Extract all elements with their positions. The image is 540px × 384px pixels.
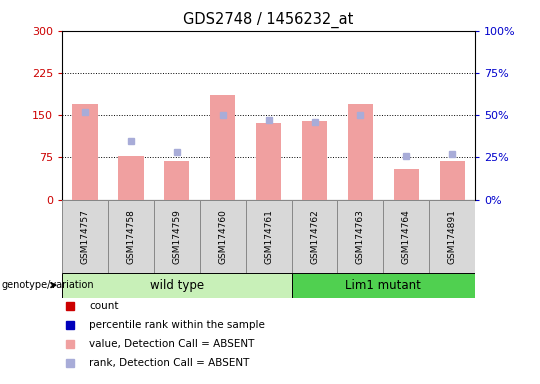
Bar	[338, 200, 383, 273]
Text: GSM174758: GSM174758	[126, 209, 136, 263]
Text: count: count	[89, 301, 118, 311]
Bar	[383, 200, 429, 273]
Bar	[348, 104, 373, 200]
Text: GSM174891: GSM174891	[448, 209, 457, 263]
Bar	[72, 104, 98, 200]
Text: GSM174759: GSM174759	[172, 209, 181, 263]
Bar	[394, 169, 419, 200]
Bar	[108, 200, 154, 273]
Text: GSM174763: GSM174763	[356, 209, 365, 263]
Bar	[440, 161, 465, 200]
Bar	[164, 161, 190, 200]
Bar	[62, 200, 108, 273]
Text: GSM174764: GSM174764	[402, 209, 411, 263]
Text: wild type: wild type	[150, 279, 204, 291]
Text: GSM174762: GSM174762	[310, 209, 319, 263]
Bar	[256, 122, 281, 200]
Text: value, Detection Call = ABSENT: value, Detection Call = ABSENT	[89, 339, 254, 349]
Bar	[302, 121, 327, 200]
Bar	[292, 200, 338, 273]
Text: percentile rank within the sample: percentile rank within the sample	[89, 320, 265, 330]
Bar	[210, 96, 235, 200]
Bar	[154, 200, 200, 273]
Bar	[246, 200, 292, 273]
Text: GSM174761: GSM174761	[264, 209, 273, 263]
Bar	[429, 200, 475, 273]
Text: GSM174757: GSM174757	[80, 209, 90, 263]
Bar	[118, 156, 144, 200]
Text: Lim1 mutant: Lim1 mutant	[346, 279, 421, 291]
Text: genotype/variation: genotype/variation	[1, 280, 94, 290]
Text: GSM174760: GSM174760	[218, 209, 227, 263]
Bar	[200, 200, 246, 273]
Bar	[62, 273, 292, 298]
Bar	[292, 273, 475, 298]
Text: rank, Detection Call = ABSENT: rank, Detection Call = ABSENT	[89, 358, 249, 368]
Title: GDS2748 / 1456232_at: GDS2748 / 1456232_at	[184, 12, 354, 28]
